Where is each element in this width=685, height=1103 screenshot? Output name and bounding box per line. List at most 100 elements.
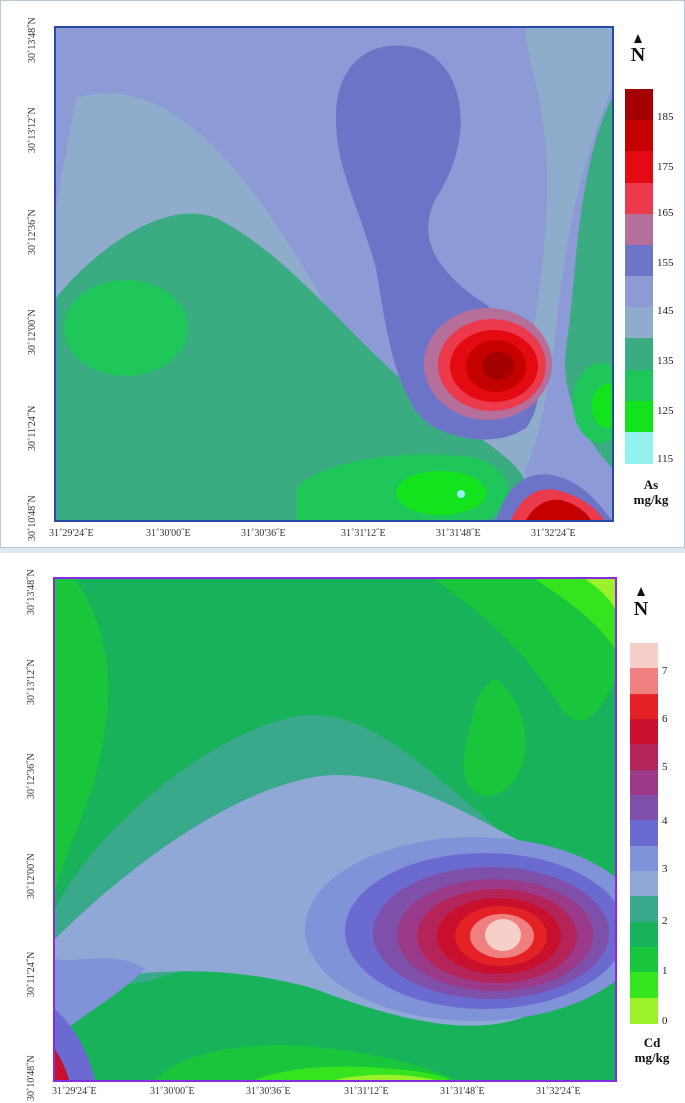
x-axis-label: 31˚30'36˝E: [246, 1086, 291, 1097]
legend-value: 115: [657, 453, 674, 465]
legend-value: 4: [662, 815, 668, 827]
legend-swatch: [625, 213, 653, 246]
legend-swatch: [630, 845, 658, 873]
legend-swatch: [625, 89, 653, 122]
y-axis-label: 30˚12'00˝N: [26, 853, 37, 899]
legend-swatch: [630, 921, 658, 949]
legend-value: 125: [657, 405, 674, 417]
y-axis-label: 30˚11'24˝N: [27, 405, 38, 451]
legend-element: Cd: [643, 1035, 661, 1050]
legend-swatch: [630, 744, 658, 771]
as-contour-band: [457, 490, 465, 498]
cd-legend-unit: Cd mg/kg: [622, 1035, 682, 1065]
x-axis-label: 31˚32'24˝E: [531, 528, 576, 539]
x-axis-label: 31˚31'48˝E: [440, 1086, 485, 1097]
y-axis-label: 30˚13'48˝N: [27, 17, 38, 63]
as-contour-band: [482, 352, 514, 380]
legend-value: 135: [657, 355, 674, 367]
y-axis-label: 30˚13'12˝N: [26, 659, 37, 705]
legend-swatch: [630, 795, 658, 822]
as-contour-band: [56, 213, 526, 520]
cd-contour-band: [463, 679, 526, 796]
legend-swatch: [630, 769, 658, 797]
legend-swatch: [625, 338, 653, 371]
x-axis-label: 31˚29'24˝E: [52, 1086, 97, 1097]
as-contour-band: [64, 280, 188, 376]
cd-contour-band: [335, 1074, 435, 1080]
legend-value: 7: [662, 665, 668, 677]
y-axis-label: 30˚10'48˝N: [27, 495, 38, 541]
cd-legend-colorbar: [630, 643, 658, 1025]
y-axis-label: 30˚12'00˝N: [27, 309, 38, 355]
y-axis-label: 30˚13'48˝N: [26, 569, 37, 615]
y-axis-label: 30˚12'36˝N: [27, 209, 38, 255]
legend-value: 3: [662, 863, 668, 875]
north-arrow-icon: [634, 34, 642, 43]
x-axis-label: 31˚31'48˝E: [436, 528, 481, 539]
cd-contour-band: [55, 958, 145, 1039]
legend-swatch: [625, 307, 653, 340]
north-label: N: [630, 44, 646, 66]
as-legend-colorbar: [625, 89, 653, 465]
legend-swatch: [630, 947, 658, 974]
legend-swatch: [625, 276, 653, 309]
legend-swatch: [630, 668, 658, 695]
x-axis-label: 31˚30'00˝E: [146, 528, 191, 539]
cd-contour-band: [585, 579, 615, 609]
legend-swatch: [625, 431, 653, 465]
legend-swatch: [630, 820, 658, 847]
cd-contour-band: [55, 1009, 95, 1080]
legend-unit-text: mg/kg: [633, 492, 669, 507]
cd-contour-band: [55, 1049, 69, 1080]
legend-value: 165: [657, 207, 674, 219]
legend-value: 6: [662, 713, 668, 725]
legend-swatch: [625, 369, 653, 402]
cd-contour-surface: [55, 579, 615, 1080]
x-axis-label: 31˚31'12˝E: [344, 1086, 389, 1097]
north-arrow-icon: [637, 587, 645, 596]
as-contour-map: [54, 26, 614, 522]
as-legend-unit: As mg/kg: [619, 477, 683, 507]
legend-element: As: [643, 477, 659, 492]
legend-value: 175: [657, 161, 674, 173]
legend-swatch: [625, 400, 653, 433]
as-contour-band: [396, 471, 486, 515]
y-axis-label: 30˚10'48˝N: [26, 1055, 37, 1101]
cd-contour-band: [435, 579, 615, 721]
legend-swatch: [630, 972, 658, 999]
legend-swatch: [630, 643, 658, 670]
legend-swatch: [625, 182, 653, 215]
legend-value: 2: [662, 915, 668, 927]
legend-value: 155: [657, 257, 674, 269]
legend-swatch: [630, 693, 658, 721]
panel-divider: [0, 548, 685, 553]
as-contour-surface: [56, 28, 612, 520]
cd-contour-band: [485, 919, 521, 951]
y-axis-label: 30˚12'36˝N: [26, 753, 37, 799]
legend-swatch: [625, 151, 653, 184]
legend-swatch: [625, 244, 653, 278]
legend-swatch: [630, 997, 658, 1025]
legend-swatch: [625, 120, 653, 153]
legend-value: 1: [662, 965, 668, 977]
x-axis-label: 31˚30'36˝E: [241, 528, 286, 539]
as-contour-band: [526, 499, 591, 520]
y-axis-label: 30˚11'24˝N: [26, 951, 37, 997]
as-contour-band: [592, 384, 612, 428]
legend-swatch: [630, 896, 658, 923]
legend-swatch: [630, 871, 658, 898]
cd-contour-band: [55, 579, 109, 899]
cd-contour-map: [53, 577, 617, 1082]
x-axis-label: 31˚32'24˝E: [536, 1086, 581, 1097]
legend-value: 5: [662, 761, 668, 773]
north-label: N: [633, 598, 649, 620]
x-axis-label: 31˚31'12˝E: [341, 528, 386, 539]
cd-contour-band: [535, 579, 615, 649]
x-axis-label: 31˚29'24˝E: [49, 528, 94, 539]
legend-value: 0: [662, 1015, 668, 1027]
legend-value: 145: [657, 305, 674, 317]
as-map-panel: 30˚13'48˝N 30˚13'12˝N 30˚12'36˝N 30˚12'0…: [0, 0, 685, 548]
legend-value: 185: [657, 111, 674, 123]
legend-unit-text: mg/kg: [634, 1050, 670, 1065]
x-axis-label: 31˚30'00˝E: [150, 1086, 195, 1097]
